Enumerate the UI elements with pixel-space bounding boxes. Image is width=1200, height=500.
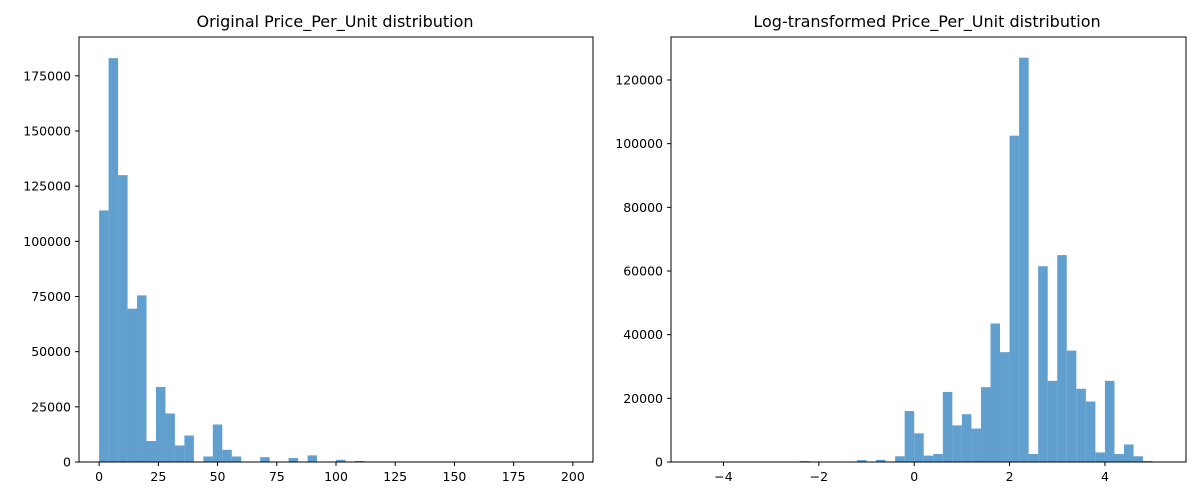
histogram-bar (137, 295, 147, 462)
histogram-bar (961, 414, 972, 462)
histogram-bar (231, 456, 242, 462)
x-tick-label: 125 (383, 469, 407, 484)
histogram-bar (1095, 452, 1105, 462)
y-tick-label: 100000 (615, 136, 663, 151)
x-tick-label: 100 (324, 469, 348, 484)
y-tick-label: 175000 (23, 68, 71, 83)
y-tick-label: 120000 (615, 72, 663, 87)
y-tick-label: 20000 (623, 391, 663, 406)
x-tick-label: 200 (561, 469, 585, 484)
histogram-bar (1085, 401, 1096, 462)
histogram-bar (165, 413, 175, 462)
histogram-bar (127, 308, 138, 462)
x-axis-ticks: −4 −2 0 2 4 (714, 462, 1109, 484)
chart-title: Log-transformed Price_Per_Unit distribut… (753, 12, 1100, 32)
histogram-original: Original Price_Per_Unit distribution 0 25… (23, 12, 594, 484)
y-tick-label: 100000 (23, 234, 71, 249)
y-tick-label: 25000 (31, 399, 71, 414)
histogram-bar (288, 458, 299, 462)
bars (694, 57, 1153, 463)
histogram-bar (174, 445, 185, 462)
y-tick-label: 0 (655, 455, 663, 470)
histogram-bar (99, 210, 109, 462)
bars (99, 58, 365, 462)
histogram-bar (856, 460, 867, 462)
histogram-bar (354, 460, 365, 462)
histogram-bar (895, 456, 905, 462)
histogram-bar (990, 323, 1001, 462)
x-tick-label: −4 (714, 469, 732, 484)
histogram-bar (942, 391, 953, 462)
histogram-bar (1076, 388, 1086, 462)
x-tick-label: 175 (502, 469, 526, 484)
x-tick-label: 0 (95, 469, 103, 484)
histogram-bar (307, 455, 318, 462)
histogram-bar (146, 441, 156, 462)
histogram-bar (203, 456, 213, 462)
y-axis-ticks: 0 20000 40000 60000 80000 100000 120000 (615, 72, 671, 470)
histogram-bar (1028, 454, 1039, 462)
x-tick-label: −2 (810, 469, 828, 484)
histogram-bar (155, 386, 166, 462)
histogram-bar (184, 435, 194, 462)
x-axis-ticks: 0 25 50 75 100 125 150 175 200 (95, 462, 585, 484)
x-tick-label: 75 (269, 469, 285, 484)
plot-frame (78, 36, 594, 463)
histogram-bar (933, 454, 943, 462)
histogram-bar (212, 424, 223, 462)
histogram-bar (260, 457, 270, 462)
histogram-bar (336, 459, 346, 462)
histogram-bar (952, 425, 962, 462)
x-tick-label: 50 (210, 469, 226, 484)
histogram-bar (1047, 380, 1058, 462)
histogram-bar (971, 428, 981, 462)
histogram-bar (118, 175, 128, 462)
y-tick-label: 50000 (31, 344, 71, 359)
histogram-log-transformed: Log-transformed Price_Per_Unit distribut… (615, 12, 1187, 484)
histogram-bar (222, 449, 232, 462)
histogram-bar (876, 459, 886, 462)
x-tick-label: 4 (1101, 469, 1109, 484)
y-tick-label: 80000 (623, 200, 663, 215)
histogram-bar (1019, 57, 1029, 463)
histogram-bar (1104, 380, 1115, 462)
histogram-bar (1114, 454, 1125, 462)
y-tick-label: 60000 (623, 263, 663, 278)
y-tick-label: 150000 (23, 124, 71, 139)
y-tick-label: 0 (63, 455, 71, 470)
x-tick-label: 150 (443, 469, 467, 484)
histogram-bar (1066, 350, 1077, 462)
histogram-bar (914, 433, 924, 462)
histogram-bar (1038, 266, 1048, 462)
histogram-bar (1000, 352, 1010, 462)
histogram-bar (1133, 456, 1144, 462)
y-tick-label: 40000 (623, 327, 663, 342)
y-axis-ticks: 0 25000 50000 75000 100000 125000 150000 175000 (23, 68, 79, 470)
x-tick-label: 25 (150, 469, 166, 484)
x-tick-label: 2 (1006, 469, 1014, 484)
histogram-bar (980, 387, 991, 462)
y-tick-label: 125000 (23, 179, 71, 194)
histogram-bar (923, 455, 934, 462)
x-tick-label: 0 (910, 469, 918, 484)
histogram-bar (108, 58, 119, 462)
plot-frame (670, 36, 1187, 463)
histogram-bar (1057, 255, 1067, 462)
histogram-bar (1124, 444, 1134, 462)
histogram-bar (1009, 135, 1020, 462)
y-tick-label: 75000 (31, 289, 71, 304)
histogram-bar (904, 411, 915, 462)
chart-title: Original Price_Per_Unit distribution (196, 12, 473, 32)
